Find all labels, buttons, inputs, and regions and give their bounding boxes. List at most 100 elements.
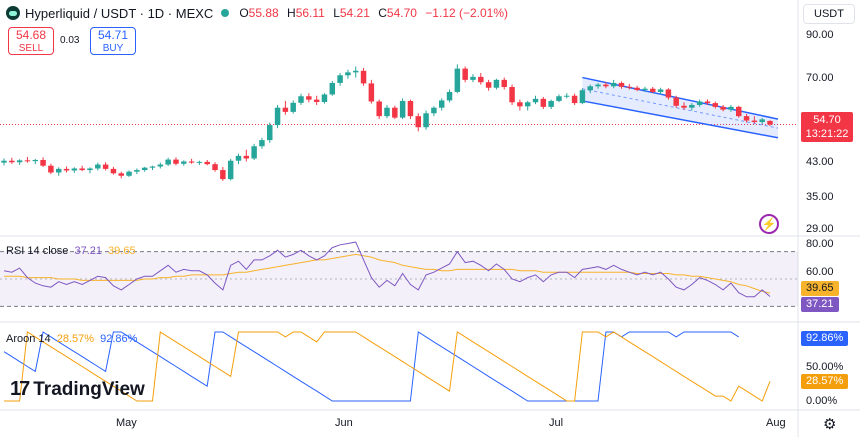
candle-body [345, 72, 351, 76]
spread-value: 0.03 [60, 35, 80, 46]
candle-body [55, 168, 62, 173]
candle-body [321, 94, 328, 103]
candle-body [407, 100, 414, 117]
low-value: 54.21 [339, 6, 370, 20]
candle-body [173, 159, 179, 164]
x-tick-jun: Jun [335, 417, 353, 429]
candle-body [290, 102, 296, 112]
candle-body [548, 100, 554, 107]
candle-body [673, 97, 679, 106]
candle-body [392, 107, 398, 118]
candle-body [196, 161, 203, 163]
candle-body [657, 89, 664, 92]
x-tick-jul: Jul [549, 417, 564, 429]
candle-body [681, 105, 687, 108]
candle-body [712, 103, 719, 107]
candle-body [306, 96, 312, 100]
candle-body [298, 96, 304, 103]
rsi-value: 37.21 [74, 245, 102, 257]
bar-countdown: 13:21:22 [805, 128, 849, 140]
candle-body [24, 160, 31, 162]
candle-body [462, 68, 468, 80]
buy-label: BUY [102, 43, 124, 54]
price-tick-70: 70.00 [806, 72, 834, 84]
candle-body [149, 166, 156, 168]
x-tick-aug: Aug [766, 417, 786, 429]
candle-body [251, 146, 257, 159]
candle-body [415, 116, 422, 128]
candle-body [313, 99, 320, 103]
rsi-line [3, 241, 771, 298]
aroon-pane [3, 331, 771, 402]
rsi-legend[interactable]: RSI 14 close 37.21 39.65 [6, 245, 136, 257]
candle-body [282, 107, 289, 112]
candle-body [157, 164, 164, 167]
candle-body [618, 82, 625, 87]
candle-body [446, 91, 453, 101]
candle-body [431, 107, 437, 114]
open-value: 55.88 [248, 6, 279, 20]
candle-body [1, 160, 7, 163]
candle-body [227, 160, 234, 180]
candle-body [220, 170, 226, 180]
rsi-tick-80: 80.00 [806, 238, 834, 250]
lightning-icon[interactable]: ⚡ [759, 214, 779, 234]
aroon-params: 14 [38, 333, 51, 345]
candle-body [63, 168, 70, 171]
candle-body [556, 96, 562, 101]
candle-body [595, 84, 601, 87]
candle-body [501, 79, 507, 88]
market-open-icon [221, 9, 230, 17]
open-key: O [239, 6, 249, 20]
candle-body [634, 87, 640, 90]
candle-body [87, 168, 93, 171]
symbol-title[interactable]: Hyperliquid / USDT · 1D · MEXC [25, 5, 214, 21]
channel-fill [582, 77, 778, 138]
candle-body [665, 89, 672, 98]
candle-body [689, 104, 695, 108]
candle-body [564, 95, 570, 97]
aroon-tick-50: 50.00% [806, 361, 844, 373]
candle-body [181, 161, 187, 164]
aroon-name: Aroon [6, 333, 36, 345]
change-value: −1.12 (−2.01%) [425, 6, 509, 20]
aroon-down-tag: 92.86% [801, 331, 849, 346]
candle-body [235, 155, 242, 161]
sell-label: SELL [18, 43, 44, 54]
candle-body [204, 161, 210, 165]
price-tick-43: 43.00 [806, 156, 834, 168]
buy-button[interactable]: 54.71 BUY [90, 27, 136, 55]
candle-body [71, 168, 78, 171]
rsi-params: 14 close [27, 245, 69, 257]
candle-body [696, 101, 703, 105]
sell-button[interactable]: 54.68 SELL [8, 27, 54, 55]
candle-body [48, 165, 54, 173]
symbol-header: Hyperliquid / USDT · 1D · MEXC O55.88 H5… [6, 4, 513, 22]
ohlc-values: O55.88 H56.11 L54.21 C54.70 −1.12 (−2.01… [239, 6, 513, 20]
candle-body [517, 102, 523, 107]
candle-body [579, 90, 586, 104]
price-tick-90: 90.00 [806, 29, 834, 41]
candle-body [16, 160, 23, 163]
candle-body [626, 86, 633, 88]
candle-body [267, 125, 273, 141]
price-tick-29: 29.00 [806, 223, 834, 235]
tradingview-watermark: 17 TradingView [10, 378, 145, 401]
candle-body [571, 95, 578, 104]
rsi-name: RSI [6, 245, 25, 257]
aroon-legend[interactable]: Aroon 14 28.57% 92.86% [6, 333, 137, 345]
candle-body [509, 87, 515, 103]
candle-body [40, 159, 46, 166]
currency-button[interactable]: USDT [803, 4, 855, 24]
close-value: 54.70 [386, 6, 417, 20]
candle-body [259, 140, 265, 147]
settings-gear-icon[interactable]: ⚙ [823, 416, 837, 433]
last-price-tag: 54.70 13:21:22 [801, 112, 853, 142]
candle-body [735, 106, 742, 117]
candle-body [352, 70, 359, 73]
candle-body [9, 160, 15, 163]
rsi-pane [0, 241, 798, 307]
candle-body [532, 98, 539, 103]
